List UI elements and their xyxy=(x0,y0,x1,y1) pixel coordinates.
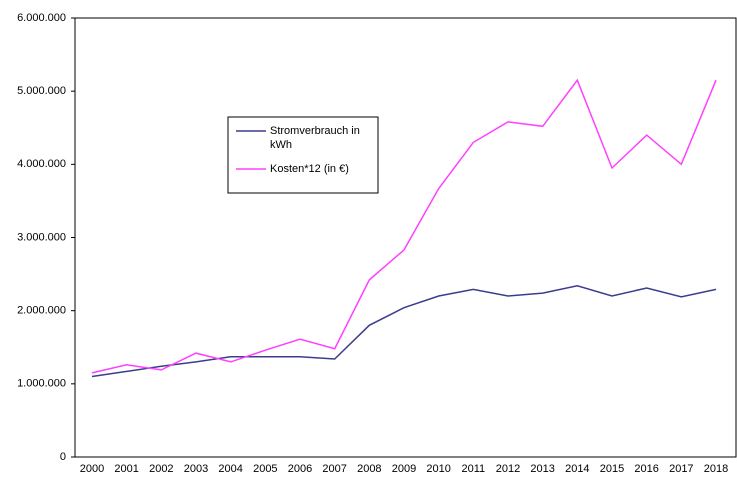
x-tick-label: 2014 xyxy=(565,463,589,475)
x-tick-label: 2003 xyxy=(184,463,208,475)
legend-box xyxy=(227,116,379,194)
x-tick-label: 2000 xyxy=(80,463,104,475)
x-tick-label: 2002 xyxy=(149,463,173,475)
line-series xyxy=(91,285,717,378)
plot-frame xyxy=(74,17,737,458)
y-tick-label: 2.000.000 xyxy=(17,305,66,317)
x-tick-label: 2008 xyxy=(357,463,381,475)
y-tick-label: 1.000.000 xyxy=(17,378,66,390)
x-tick-label: 2016 xyxy=(634,463,658,475)
x-tick-label: 2001 xyxy=(114,463,138,475)
x-tick-label: 2018 xyxy=(704,463,728,475)
x-tick-label: 2006 xyxy=(288,463,312,475)
x-tick-label: 2011 xyxy=(462,463,486,475)
y-tick-label: 3.000.000 xyxy=(17,231,66,243)
x-tick-label: 2017 xyxy=(669,463,693,475)
legend: Stromverbrauch in kWh Kosten*12 (in €) xyxy=(227,116,379,194)
legend-label: Stromverbrauch in kWh xyxy=(270,125,360,151)
x-tick-label: 2010 xyxy=(426,463,450,475)
x-tick-label: 2009 xyxy=(392,463,416,475)
y-tick-label: 5.000.000 xyxy=(17,85,66,97)
legend-label: Kosten*12 (in €) xyxy=(270,163,349,175)
x-tick-label: 2012 xyxy=(496,463,520,475)
y-tick-label: 6.000.000 xyxy=(17,12,66,24)
x-tick-label: 2013 xyxy=(530,463,554,475)
x-tick-label: 2015 xyxy=(600,463,624,475)
y-tick-label: 0 xyxy=(60,451,66,463)
x-tick-label: 2007 xyxy=(322,463,346,475)
y-tick-label: 4.000.000 xyxy=(17,158,66,170)
line-series xyxy=(91,78,717,374)
x-tick-label: 2004 xyxy=(218,463,242,475)
x-tick-label: 2005 xyxy=(253,463,277,475)
